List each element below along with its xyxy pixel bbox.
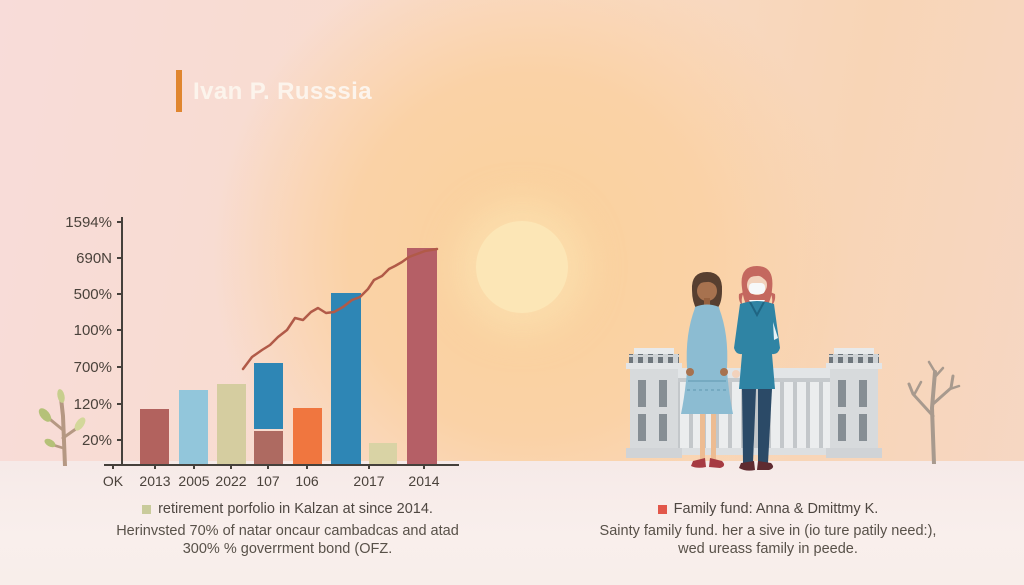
- x-tick-label: 2022: [215, 473, 246, 489]
- x-tick-label: 107: [256, 473, 280, 489]
- bar-segment: [179, 390, 208, 465]
- y-tick-label: 500%: [74, 286, 112, 303]
- footnote-right: Family fund: Anna & Dmittmy K. Sainty fa…: [598, 500, 938, 559]
- x-tick-label: 2017: [353, 473, 384, 489]
- legend-row-retirement: retirement porfolio in Kalzan at since 2…: [115, 500, 460, 519]
- right-tree-icon: [907, 360, 961, 464]
- footnote-right-line3: wed ureass family in peede.: [678, 541, 858, 557]
- y-tick-label: 20%: [82, 432, 112, 449]
- trend-line: [241, 247, 439, 371]
- page-title: Ivan P. Russsia: [193, 78, 372, 105]
- footnote-left-line2: Herinvsted 70% of natar oncaur cambadcas…: [116, 522, 459, 539]
- x-tick-label: 2013: [139, 473, 170, 489]
- bar-segment: [407, 248, 437, 465]
- y-tick-label: 1594%: [65, 214, 112, 231]
- bar-segment: [254, 431, 283, 465]
- legend-row-family-fund: Family fund: Anna & Dmittmy K.: [598, 500, 938, 519]
- ground-strip: [0, 461, 1024, 585]
- x-tick-label: 2005: [178, 473, 209, 489]
- y-tick-label: 100%: [74, 322, 112, 339]
- building-right-wing: [826, 348, 882, 458]
- legend-label-family-fund: Family fund: Anna & Dmittmy K.: [673, 501, 879, 517]
- x-tick-label: 106: [295, 473, 319, 489]
- x-tick-label: OK: [103, 473, 124, 489]
- bar-segment: [369, 443, 397, 465]
- y-tick-label: 690N: [76, 250, 112, 267]
- x-tick-label: 2014: [408, 473, 439, 489]
- sun-illustration: [476, 221, 568, 313]
- person-right-woman: [732, 266, 780, 471]
- legend-label-retirement: retirement porfolio in Kalzan at since 2…: [158, 501, 433, 517]
- footnote-right-line2: Sainty family fund. her a sive in (io tu…: [599, 522, 937, 539]
- title-accent-bar: [176, 70, 182, 112]
- bar-segment: [293, 408, 322, 465]
- person-left-woman: [681, 272, 733, 468]
- y-tick-label: 120%: [74, 396, 112, 413]
- y-tick-label: 700%: [74, 359, 112, 376]
- footnote-left: retirement porfolio in Kalzan at since 2…: [115, 500, 460, 559]
- bar-segment: [217, 384, 246, 465]
- building-left-wing: [626, 348, 682, 458]
- legend-swatch-family-fund: [657, 504, 667, 514]
- legend-swatch-retirement: [142, 504, 152, 514]
- bar-segment: [140, 409, 169, 465]
- bar-segment: [254, 363, 283, 429]
- people-illustration: [681, 266, 780, 471]
- footnote-left-line3: 300% % goverrment bond (OFZ.: [182, 541, 393, 557]
- left-tree-icon: [38, 389, 86, 466]
- bar-segment: [331, 293, 361, 465]
